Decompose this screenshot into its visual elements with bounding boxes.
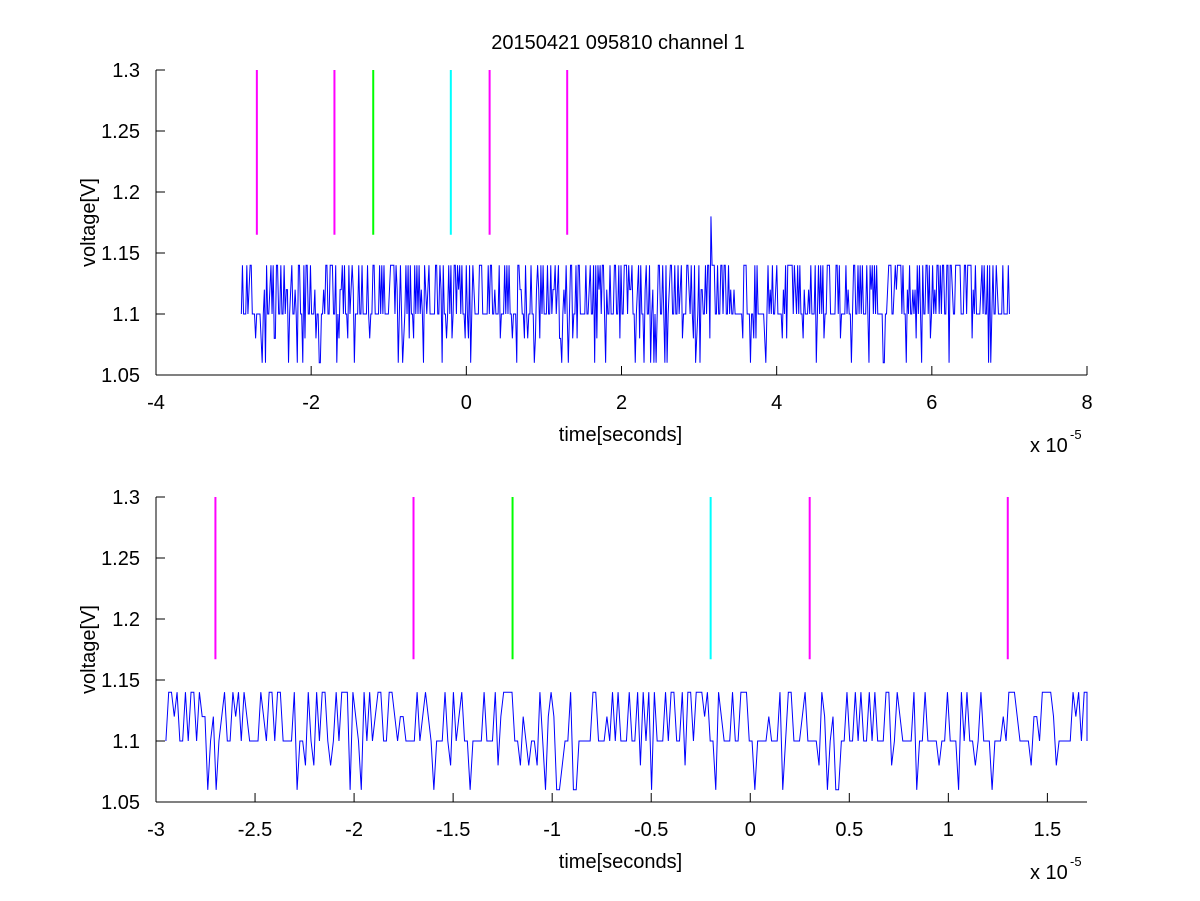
y-tick-label: 1.1 (112, 731, 140, 753)
y-axis-label: voltage[V] (78, 178, 100, 267)
x-tick-label: 8 (1081, 392, 1092, 414)
x-tick-label: -1.5 (436, 819, 470, 841)
x-tick-label: -3 (147, 819, 165, 841)
x-tick-label: 1.5 (1033, 819, 1061, 841)
y-tick-label: 1.3 (112, 60, 140, 82)
x-tick-label: 6 (926, 392, 937, 414)
x-multiplier-exponent: -5 (1070, 427, 1082, 442)
plots: -4 -2 0 2 4 6 8 1.05 1.1 1.15 1.2 1.25 1.3 time[secon… (78, 60, 1093, 884)
x-tick-label: 0.5 (835, 819, 863, 841)
y-tick-label: 1.3 (112, 487, 140, 509)
y-tick-label: 1.25 (101, 548, 140, 570)
subplot-1: -4 -2 0 2 4 6 8 1.05 1.1 1.15 1.2 1.25 1.3 time[secon… (78, 60, 1093, 457)
x-tick-label: -1 (543, 819, 561, 841)
x-tick-label: -2 (345, 819, 363, 841)
x-tick-label: -2.5 (238, 819, 272, 841)
x-multiplier-label: x 10 (1030, 435, 1068, 457)
x-tick-label: 1 (943, 819, 954, 841)
y-tick-label: 1.25 (101, 121, 140, 143)
y-axis-label: voltage[V] (78, 605, 100, 694)
y-tick-label: 1.05 (101, 792, 140, 814)
x-tick-label: -2 (302, 392, 320, 414)
y-tick-label: 1.2 (112, 609, 140, 631)
figure-title: 20150421 095810 channel 1 (491, 32, 745, 54)
x-tick-label: 0 (745, 819, 756, 841)
y-tick-label: 1.15 (101, 243, 140, 265)
x-tick-label: -4 (147, 392, 165, 414)
y-tick-label: 1.15 (101, 670, 140, 692)
y-tick-label: 1.2 (112, 182, 140, 204)
x-tick-label: 4 (771, 392, 782, 414)
y-tick-label: 1.1 (112, 304, 140, 326)
signal-line (165, 691, 1088, 791)
x-multiplier-exponent: -5 (1070, 854, 1082, 869)
x-tick-label: 0 (461, 392, 472, 414)
subplot-2: -3 -2.5 -2 -1.5 -1 -0.5 0 0.5 1 1.5 1.05 1.1 1.15 1.2… (78, 487, 1088, 884)
x-axis-label: time[seconds] (559, 424, 682, 446)
x-tick-label: 2 (616, 392, 627, 414)
y-tick-label: 1.05 (101, 365, 140, 387)
x-tick-label: -0.5 (634, 819, 668, 841)
x-axis-label: time[seconds] (559, 851, 682, 873)
x-multiplier-label: x 10 (1030, 862, 1068, 884)
signal-line (240, 216, 1010, 364)
